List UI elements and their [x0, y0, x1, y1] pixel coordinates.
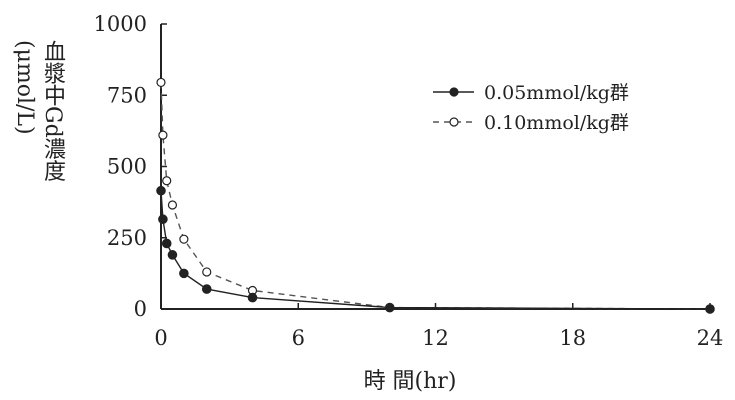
data-point	[179, 268, 189, 279]
data-point	[156, 77, 166, 88]
legend-item: 0.05mmol/kg群	[433, 82, 629, 104]
legend-marker	[449, 87, 459, 97]
data-point	[167, 200, 178, 210]
y-axis-title-main: 血漿中Gd濃度	[40, 40, 65, 182]
y-ticks: 0 250 500 750 1000	[94, 12, 167, 321]
y-tick-label: 500	[107, 155, 147, 179]
series-line	[160, 190, 711, 310]
legend-label: 0.10mmol/kg群	[484, 112, 629, 134]
x-tick-label: 18	[559, 326, 586, 350]
y-tick-label: 0	[134, 297, 147, 321]
legend-label: 0.05mmol/kg群	[484, 82, 629, 104]
data-point	[247, 292, 258, 303]
data-point	[161, 238, 172, 249]
data-point	[201, 284, 212, 294]
data-point	[202, 267, 212, 277]
data-point	[179, 234, 189, 244]
legend-marker	[449, 117, 459, 127]
x-tick-label: 24	[697, 326, 724, 350]
data-point	[158, 214, 168, 225]
series-1	[156, 185, 715, 314]
data-point	[156, 185, 166, 196]
y-tick-label: 250	[107, 226, 147, 250]
data-point	[167, 250, 178, 260]
data-point	[162, 176, 172, 186]
x-axis-title: 時 間(hr)	[364, 369, 457, 394]
data-point	[705, 304, 715, 314]
data-point	[158, 130, 168, 140]
x-tick-label: 0	[154, 326, 167, 350]
y-tick-label: 1000	[94, 12, 147, 36]
legend-item: 0.10mmol/kg群	[433, 112, 629, 134]
legend: 0.05mmol/kg群 0.10mmol/kg群	[433, 82, 629, 134]
x-tick-label: 12	[422, 326, 449, 350]
y-axis-title: 血漿中Gd濃度 (μmol/L)	[6, 40, 70, 260]
data-point	[384, 302, 395, 313]
x-ticks: 0 6 12 18 24	[154, 303, 723, 350]
x-tick-label: 6	[292, 326, 305, 350]
y-axis-title-unit: (μmol/L)	[12, 40, 37, 135]
series-2	[156, 77, 715, 314]
y-tick-label: 750	[107, 83, 147, 107]
series-layer	[156, 77, 715, 314]
